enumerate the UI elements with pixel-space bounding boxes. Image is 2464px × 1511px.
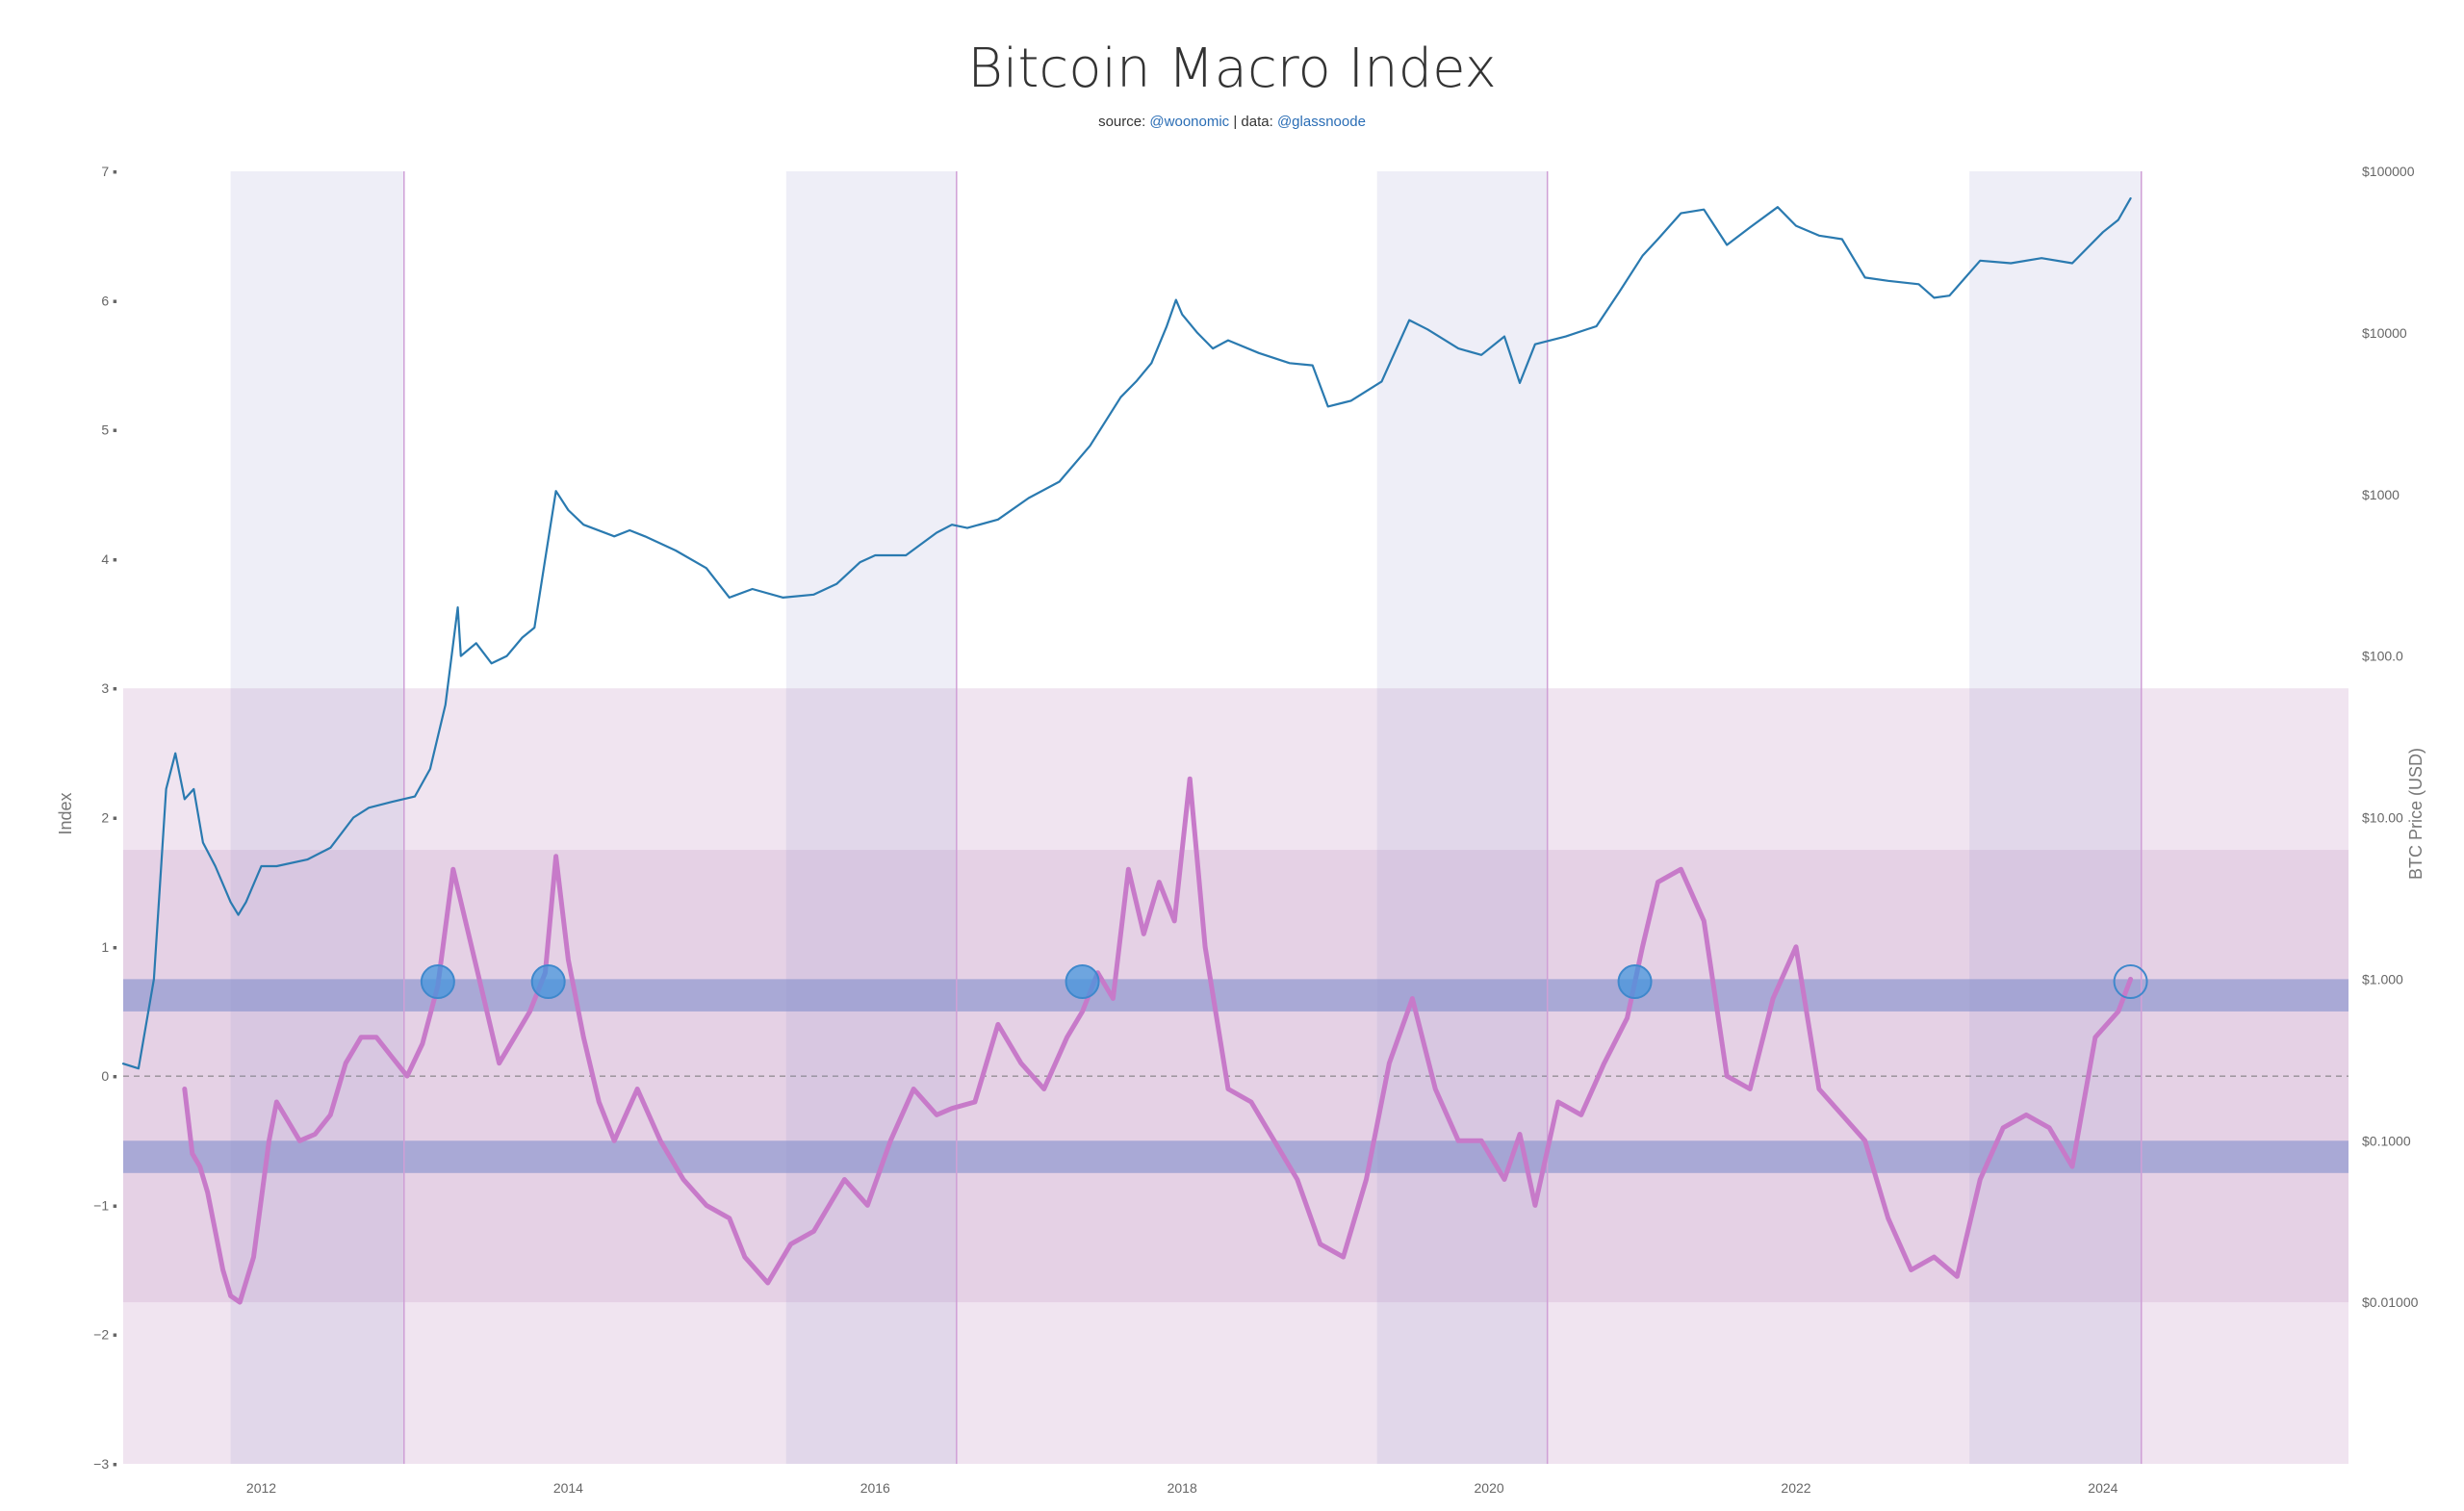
y-left-tick-label: 2 ▪ xyxy=(101,810,117,826)
y-right-axis-title: BTC Price (USD) xyxy=(2406,748,2426,880)
x-tick-label: 2020 xyxy=(1475,1480,1504,1496)
btc-price-line xyxy=(121,197,2132,1070)
axes: Index BTC Price (USD) 2012 2014 2016 2018 20… xyxy=(56,164,2426,1496)
signal-marker xyxy=(420,964,455,1000)
y-left-tick-label: 7 ▪ xyxy=(101,164,117,179)
y-right-tick-label: $0.01000 xyxy=(2362,1294,2419,1310)
chart-title: Bitcoin Macro Index xyxy=(967,38,1497,100)
y-left-tick-label: 6 ▪ xyxy=(101,293,117,308)
y-left-tick-label: 0 ▪ xyxy=(101,1068,117,1084)
signal-marker xyxy=(1065,964,1100,1000)
x-tick-label: 2014 xyxy=(553,1480,583,1496)
y-right-tick-label: $1000 xyxy=(2362,487,2400,502)
x-tick-label: 2018 xyxy=(1168,1480,1197,1496)
series-lines xyxy=(121,197,2134,1305)
y-right-tick-label: $100.0 xyxy=(2362,649,2403,664)
index-band xyxy=(123,1140,2348,1173)
y-right-tick-label: $100000 xyxy=(2362,164,2415,179)
y-left-tick-label: −3 ▪ xyxy=(93,1456,117,1472)
y-left-tick-label: 3 ▪ xyxy=(101,680,117,696)
y-left-tick-label: −1 ▪ xyxy=(93,1197,117,1213)
shaded-periods xyxy=(230,171,2143,1464)
index-line xyxy=(182,776,2134,1305)
x-tick-label: 2022 xyxy=(1781,1480,1810,1496)
x-tick-label: 2016 xyxy=(860,1480,890,1496)
shaded-period xyxy=(1376,171,1548,1464)
data-link[interactable]: @glassnoode xyxy=(1277,114,1366,130)
y-left-tick-label: −2 ▪ xyxy=(93,1327,117,1343)
x-tick-label: 2024 xyxy=(2088,1480,2118,1496)
y-right-tick-label: $0.1000 xyxy=(2362,1133,2411,1148)
source-link[interactable]: @woonomic xyxy=(1149,114,1229,130)
index-band xyxy=(123,979,2348,1012)
x-tick-label: 2012 xyxy=(246,1480,276,1496)
signal-marker xyxy=(530,964,566,1000)
y-right-tick-label: $10.00 xyxy=(2362,810,2403,826)
subtitle-separator: | data: xyxy=(1229,114,1277,130)
y-left-tick-label: 1 ▪ xyxy=(101,939,117,955)
chart-subtitle: source: @woonomic | data: @glassnoode xyxy=(1098,114,1366,130)
signal-markers xyxy=(420,964,2148,1000)
subtitle-prefix: source: xyxy=(1098,114,1149,130)
y-left-tick-label: 4 ▪ xyxy=(101,551,117,567)
y-left-tick-label: 5 ▪ xyxy=(101,423,117,438)
shaded-period xyxy=(1969,171,2142,1464)
index-bands xyxy=(123,688,2348,1464)
shaded-period xyxy=(230,171,404,1464)
signal-marker-open xyxy=(2113,964,2148,1000)
y-left-axis-title: Index xyxy=(56,792,75,834)
signal-marker xyxy=(1617,964,1653,1000)
y-right-tick-label: $1.000 xyxy=(2362,971,2403,986)
shaded-period xyxy=(785,171,957,1464)
y-right-tick-label: $10000 xyxy=(2362,325,2407,341)
